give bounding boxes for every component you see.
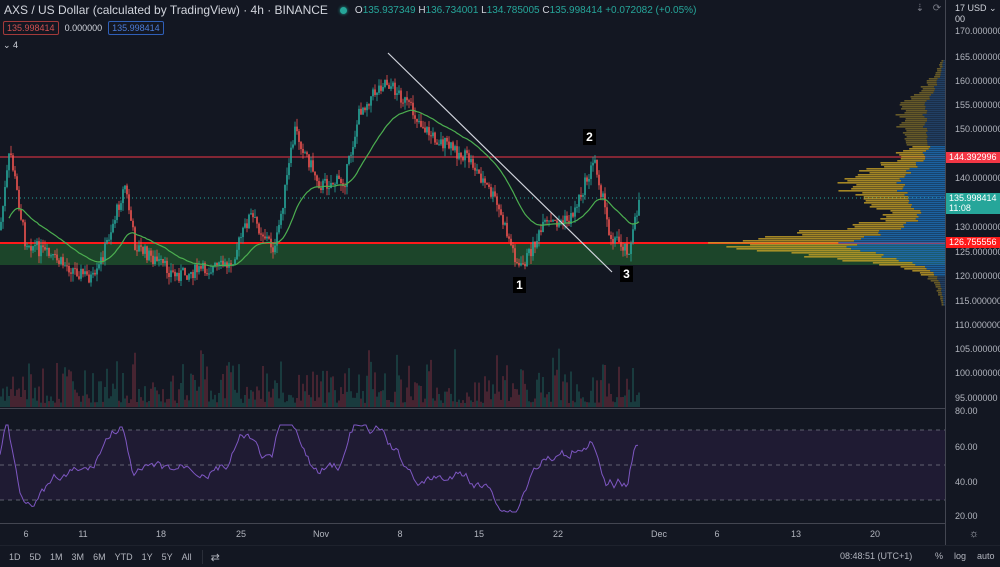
support-price-tag: 126.755556 xyxy=(946,237,1000,248)
price-label: 115.000000 xyxy=(955,296,1000,306)
rsi-label: 20.00 xyxy=(955,511,978,521)
currency-selector[interactable]: 17 USD ⌄ 00 xyxy=(955,3,997,24)
timeframe-1y[interactable]: 1Y xyxy=(141,552,153,562)
rsi-line xyxy=(0,424,639,513)
price-label: 110.000000 xyxy=(955,320,1000,330)
rsi-label: 40.00 xyxy=(955,477,978,487)
time-label: 6 xyxy=(714,529,720,539)
refresh-icon[interactable]: ⟳ xyxy=(932,3,942,14)
indicators-toggle[interactable]: ⌄ 4 xyxy=(3,40,19,50)
timeframe-1m[interactable]: 1M xyxy=(50,552,63,562)
spread-value: 0.000000 xyxy=(64,23,103,33)
bottom-toolbar: 1D 5D 1M 3M 6M YTD 1Y 5Y All ⇄ 08:48:51 (UTC+1) … xyxy=(0,545,1000,567)
symbol-title[interactable]: AXS / US Dollar (calculated by TradingVi… xyxy=(4,3,328,17)
time-label: 8 xyxy=(397,529,403,539)
price-label: 160.000000 xyxy=(955,76,1000,86)
legend-header: AXS / US Dollar (calculated by TradingVi… xyxy=(0,0,945,20)
rsi-label: 80.00 xyxy=(955,406,978,416)
timeframe-5d[interactable]: 5D xyxy=(29,552,42,562)
price-label: 125.000000 xyxy=(955,247,1000,257)
time-label: 18 xyxy=(155,529,167,539)
time-label: 13 xyxy=(790,529,802,539)
pane-separator[interactable] xyxy=(0,408,945,409)
marker-1: 1 xyxy=(513,277,526,293)
price-axis[interactable] xyxy=(945,0,1000,545)
price-label: 170.000000 xyxy=(955,26,1000,36)
market-status-icon xyxy=(339,6,347,14)
time-label: Dec xyxy=(650,529,668,539)
time-axis[interactable] xyxy=(0,523,945,546)
time-label: 25 xyxy=(235,529,247,539)
go-to-date-icon[interactable]: ⇄ xyxy=(210,551,220,564)
marker-2: 2 xyxy=(583,129,596,145)
bar-countdown: 11:08 xyxy=(949,203,971,213)
price-label: 100.000000 xyxy=(955,368,1000,378)
buy-button[interactable]: 135.998414 xyxy=(108,21,164,35)
price-label: 140.000000 xyxy=(955,173,1000,183)
price-label: 130.000000 xyxy=(955,222,1000,232)
time-label: Nov xyxy=(312,529,330,539)
moving-average-line xyxy=(8,109,640,267)
price-label: 120.000000 xyxy=(955,271,1000,281)
price-label: 95.000000 xyxy=(955,393,998,403)
timeframe-5y[interactable]: 5Y xyxy=(161,552,173,562)
sell-button[interactable]: 135.998414 xyxy=(3,21,59,35)
timeframe-3m[interactable]: 3M xyxy=(71,552,85,562)
support-zone xyxy=(0,244,945,265)
time-label: 11 xyxy=(78,529,88,539)
timeframe-all[interactable]: All xyxy=(181,552,192,562)
time-label: 6 xyxy=(23,529,29,539)
price-label: 155.000000 xyxy=(955,100,1000,110)
chart-canvas[interactable] xyxy=(0,0,945,545)
download-icon[interactable]: ⇣ xyxy=(915,3,925,14)
timeframe-ytd[interactable]: YTD xyxy=(114,552,133,562)
current-price-tag: 135.998414 11:08 xyxy=(946,193,1000,214)
log-toggle[interactable]: log xyxy=(954,551,967,561)
percent-toggle[interactable]: % xyxy=(935,551,944,561)
time-label: 20 xyxy=(869,529,881,539)
price-label: 105.000000 xyxy=(955,344,1000,354)
marker-3: 3 xyxy=(620,266,633,282)
settings-icon[interactable]: ☼ xyxy=(969,528,980,540)
price-label: 150.000000 xyxy=(955,124,1000,134)
ohlc-values: O135.937349 H136.734001 L134.785005 C135… xyxy=(354,4,697,16)
rsi-label: 60.00 xyxy=(955,442,978,452)
time-label: 22 xyxy=(552,529,564,539)
trade-buttons: 135.998414 0.000000 135.998414 xyxy=(3,21,164,35)
time-label: 15 xyxy=(473,529,485,539)
clock: 08:48:51 (UTC+1) xyxy=(840,551,913,561)
price-change: +0.072082 (+0.05%) xyxy=(605,4,697,16)
resistance-price-tag: 144.392996 xyxy=(946,152,1000,163)
timeframe-6m[interactable]: 6M xyxy=(93,552,106,562)
auto-toggle[interactable]: auto xyxy=(977,551,995,561)
trendline xyxy=(387,52,613,273)
price-label: 165.000000 xyxy=(955,52,1000,62)
timeframe-1d[interactable]: 1D xyxy=(9,552,21,562)
